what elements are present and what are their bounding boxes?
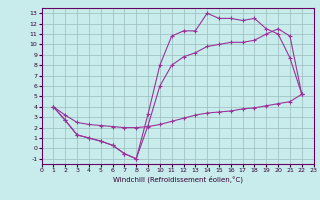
X-axis label: Windchill (Refroidissement éolien,°C): Windchill (Refroidissement éolien,°C) — [113, 176, 243, 183]
